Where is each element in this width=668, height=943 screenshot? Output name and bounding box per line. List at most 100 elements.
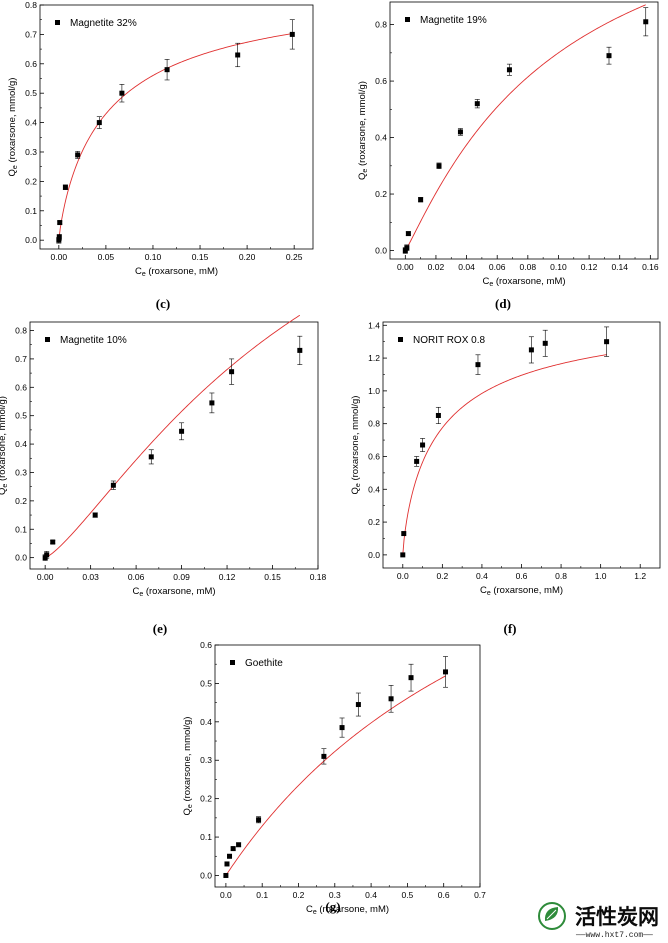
y-tick-label: 0.2 (200, 794, 212, 804)
data-point (405, 231, 411, 237)
data-point (436, 163, 442, 169)
x-axis-label: Ce (roxarsone, mM) (135, 266, 218, 278)
panel-caption: (e) (153, 621, 167, 636)
x-axis-label: Ce (roxarsone, mM) (482, 276, 565, 288)
data-point (224, 861, 230, 867)
y-tick-label: 0.3 (25, 147, 37, 157)
x-tick-label: 0.04 (458, 262, 475, 272)
watermark-brand: 活性炭网 (575, 905, 659, 929)
x-tick-label: 0.03 (82, 572, 99, 582)
data-point (256, 817, 262, 823)
data-point (418, 197, 424, 203)
y-tick-label: 0.0 (375, 246, 387, 256)
y-tick-label: 0.8 (368, 419, 380, 429)
y-tick-label: 0.6 (200, 640, 212, 650)
data-point (44, 552, 50, 558)
y-tick-label: 0.2 (25, 176, 37, 186)
y-tick-label: 0.5 (200, 678, 212, 688)
y-tick-label: 0.0 (200, 870, 212, 880)
x-tick-label: 0.6 (438, 890, 450, 900)
x-tick-label: 0.2 (293, 890, 305, 900)
legend-marker (405, 17, 410, 22)
data-point (604, 339, 610, 345)
y-tick-label: 1.2 (368, 353, 380, 363)
x-tick-label: 0.12 (219, 572, 236, 582)
legend-label: Goethite (245, 658, 283, 669)
y-tick-label: 0.7 (25, 29, 37, 39)
panel-caption: (c) (156, 296, 170, 311)
data-point (506, 67, 512, 73)
y-tick-label: 0.8 (15, 326, 27, 336)
x-tick-label: 0.06 (489, 262, 506, 272)
y-tick-label: 0.4 (200, 717, 212, 727)
y-tick-label: 0.2 (15, 496, 27, 506)
data-point (229, 369, 235, 375)
x-tick-label: 0.15 (264, 572, 281, 582)
x-tick-label: 0.8 (555, 571, 567, 581)
x-tick-label: 0.00 (37, 572, 54, 582)
data-point (209, 400, 215, 406)
watermark: 活性炭网 ——www.hxt7.com—— (538, 902, 659, 940)
y-tick-label: 0.1 (200, 832, 212, 842)
data-point (606, 53, 612, 59)
x-tick-label: 0.20 (239, 252, 256, 262)
y-tick-label: 0.4 (375, 133, 387, 143)
data-point (420, 442, 426, 448)
y-tick-label: 0.0 (25, 235, 37, 245)
data-point (230, 846, 236, 852)
data-point (227, 853, 233, 859)
x-tick-label: 0.00 (397, 262, 414, 272)
data-point (92, 512, 98, 518)
x-tick-label: 0.09 (173, 572, 190, 582)
panel-c: 0.00 0.05 0.10 0.15 0.20 0.25 0.0 0.1 0.2 0.3 0.4 0… (7, 0, 314, 311)
x-tick-label: 0.4 (365, 890, 377, 900)
y-tick-label: 0.5 (15, 411, 27, 421)
data-point (474, 101, 480, 107)
plot-frame (214, 644, 481, 888)
panel-caption: (g) (325, 899, 340, 914)
data-point (236, 842, 242, 848)
data-point (223, 872, 229, 878)
x-tick-label: 0.0 (397, 571, 409, 581)
x-tick-label: 0.15 (192, 252, 209, 262)
data-point (56, 234, 62, 240)
x-tick-label: 0.10 (550, 262, 567, 272)
y-axis-label: Qe (roxarsone, mmol/g) (182, 717, 194, 816)
data-point (50, 539, 56, 545)
y-tick-label: 0.4 (25, 118, 37, 128)
legend-marker (55, 20, 60, 25)
x-tick-label: 0.02 (428, 262, 445, 272)
y-tick-label: 0.6 (15, 382, 27, 392)
data-point (528, 347, 534, 353)
x-tick-label: 0.06 (128, 572, 145, 582)
y-tick-label: 0.7 (15, 354, 27, 364)
x-axis-label: Ce (roxarsone, mM) (306, 904, 389, 916)
x-tick-label: 0.10 (145, 252, 162, 262)
x-tick-label: 0.16 (642, 262, 659, 272)
data-point (289, 31, 295, 37)
legend-marker (398, 337, 403, 342)
x-tick-label: 0.6 (516, 571, 528, 581)
x-tick-label: 0.14 (611, 262, 628, 272)
y-tick-label: 0.1 (25, 206, 37, 216)
y-tick-label: 0.3 (15, 467, 27, 477)
x-tick-label: 0.7 (474, 890, 486, 900)
fit-curve (58, 33, 293, 241)
x-tick-label: 1.2 (634, 571, 646, 581)
fit-curve (44, 314, 301, 559)
data-point (542, 340, 548, 346)
x-axis-label: Ce (roxarsone, mM) (132, 586, 215, 598)
legend-marker (230, 660, 235, 665)
watermark-url: ——www.hxt7.com—— (575, 931, 653, 940)
fit-curve (402, 354, 607, 555)
x-tick-label: 0.12 (581, 262, 598, 272)
legend-label: Magnetite 19% (420, 15, 487, 26)
y-tick-label: 1.0 (368, 386, 380, 396)
data-point (401, 531, 407, 537)
data-point (355, 702, 361, 708)
y-tick-label: 1.4 (368, 320, 380, 330)
x-axis-label: Ce (roxarsone, mM) (480, 585, 563, 597)
x-tick-label: 0.1 (256, 890, 268, 900)
data-point (400, 552, 406, 558)
x-tick-label: 0.00 (51, 252, 68, 262)
